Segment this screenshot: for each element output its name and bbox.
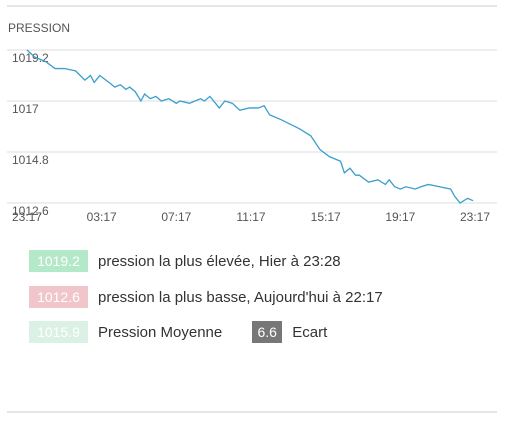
x-tick-label: 15:17	[311, 210, 341, 224]
stat-row: 1019.2 pression la plus élevée, Hier à 23…	[29, 250, 341, 272]
y-tick-label: 1014.8	[12, 153, 49, 167]
stat-row: 1012.6 pression la plus basse, Aujourd'hu…	[29, 286, 383, 308]
chart-title: PRESSION	[8, 21, 70, 35]
stat-label: pression la plus basse, Aujourd'hui à 22…	[98, 288, 383, 306]
x-tick-label: 19:17	[385, 210, 415, 224]
line	[26, 49, 474, 204]
stat-label: Pression Moyenne	[98, 323, 223, 341]
y-tick-label: 1017	[12, 102, 39, 116]
x-tick-label: 23:17	[12, 210, 42, 224]
stat-badge: 1019.2	[29, 250, 88, 272]
spread-badge: 6.6	[252, 321, 283, 343]
x-tick-label: 03:17	[87, 210, 117, 224]
y-tick-label: 1019.2	[12, 51, 49, 65]
y-tick-label: 1012.6	[12, 204, 49, 218]
x-tick-label: 07:17	[161, 210, 191, 224]
stat-row: 1015.9 Pression Moyenne 6.6 Ecart	[29, 321, 327, 343]
stat-badge: 1015.9	[29, 321, 88, 343]
x-tick-label: 23:17	[460, 210, 490, 224]
stat-badge: 1012.6	[29, 286, 88, 308]
x-tick-label: 11:17	[236, 210, 265, 224]
spread-label: Ecart	[292, 323, 328, 341]
stat-label: pression la plus élevée, Hier à 23:28	[98, 252, 341, 270]
